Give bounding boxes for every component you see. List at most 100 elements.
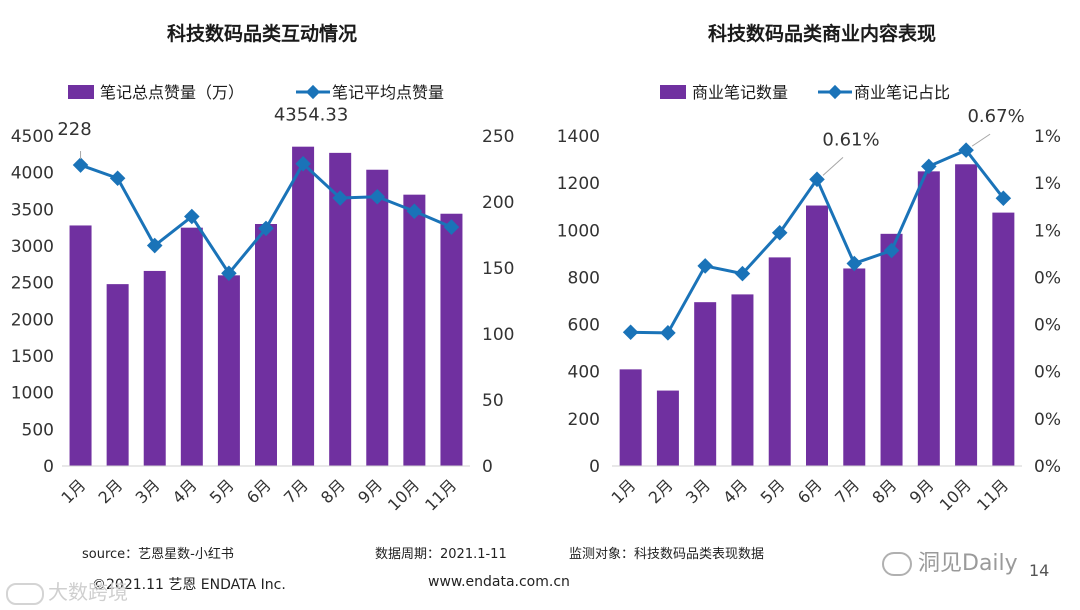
wechat-icon bbox=[882, 552, 912, 576]
left-axis-tick-label: 3000 bbox=[11, 237, 54, 257]
right-axis-tick-label: 0% bbox=[1034, 316, 1061, 336]
source-note: source：艺恩星数-小红书 bbox=[82, 547, 234, 562]
right-axis-tick-label: 250 bbox=[482, 127, 514, 147]
left-axis-tick-label: 2500 bbox=[11, 274, 54, 294]
left-axis-tick-label: 200 bbox=[568, 410, 600, 430]
left-axis-tick-label: 4500 bbox=[11, 127, 54, 147]
line-point bbox=[221, 265, 237, 282]
x-axis-tick-label: 4月 bbox=[169, 475, 201, 507]
legend-line-label: 笔记平均点赞量 bbox=[332, 83, 444, 102]
line-point bbox=[146, 237, 163, 254]
bar bbox=[806, 205, 828, 467]
left-axis-tick-label: 4000 bbox=[11, 164, 54, 184]
x-axis-tick-label: 5月 bbox=[206, 475, 238, 507]
left-axis-tick-label: 0 bbox=[589, 457, 600, 477]
bar bbox=[768, 257, 791, 466]
left-axis-tick-label: 3500 bbox=[11, 200, 54, 220]
bar bbox=[694, 302, 717, 466]
left-axis-tick-label: 1500 bbox=[11, 347, 54, 367]
x-axis-tick-label: 9月 bbox=[354, 475, 386, 507]
website-link: www.endata.com.cn bbox=[428, 574, 570, 590]
left-axis-tick-label: 1000 bbox=[11, 384, 54, 404]
right-axis-tick-label: 1% bbox=[1034, 174, 1061, 194]
right-axis-tick-label: 0 bbox=[482, 457, 493, 477]
right-axis-tick-label: 50 bbox=[482, 391, 504, 411]
watermark-logo-icon bbox=[6, 582, 44, 605]
x-axis-tick-label: 3月 bbox=[682, 475, 714, 507]
line-point bbox=[660, 325, 676, 341]
bar bbox=[843, 268, 866, 466]
legend-bar-swatch bbox=[660, 85, 686, 99]
left-axis-tick-label: 1400 bbox=[557, 127, 600, 147]
right-axis-tick-label: 1% bbox=[1034, 221, 1061, 241]
x-axis-tick-label: 6月 bbox=[794, 475, 826, 507]
line-point bbox=[443, 219, 460, 235]
legend-line-marker-icon bbox=[305, 84, 321, 100]
bar bbox=[880, 233, 903, 466]
bar bbox=[440, 213, 463, 466]
x-axis-tick-label: 1月 bbox=[57, 475, 89, 507]
x-axis-tick-label: 7月 bbox=[831, 475, 863, 507]
x-axis-tick-label: 3月 bbox=[132, 475, 164, 507]
line-point bbox=[369, 188, 386, 205]
line-point bbox=[258, 220, 274, 237]
bar bbox=[329, 152, 352, 466]
line-point bbox=[72, 157, 89, 173]
legend-line-label: 商业笔记占比 bbox=[854, 83, 950, 102]
bar bbox=[619, 369, 642, 466]
data-label: 0.61% bbox=[822, 129, 879, 150]
bar bbox=[656, 390, 679, 466]
period-note: 数据周期：2021.1-11 bbox=[375, 547, 507, 562]
left-axis-tick-label: 600 bbox=[568, 316, 600, 336]
right-axis-tick-label: 0% bbox=[1034, 410, 1061, 430]
line-point bbox=[809, 171, 825, 188]
x-axis-tick-label: 9月 bbox=[906, 475, 938, 507]
right-axis-tick-label: 100 bbox=[482, 325, 514, 345]
bar bbox=[292, 146, 315, 466]
left-axis-tick-label: 1200 bbox=[557, 174, 600, 194]
line-point bbox=[771, 225, 788, 241]
line-point bbox=[295, 155, 311, 172]
data-label: 4354.33 bbox=[274, 105, 348, 126]
line-point bbox=[622, 324, 639, 341]
x-axis-tick-label: 1月 bbox=[608, 475, 640, 507]
line-point bbox=[184, 208, 200, 225]
left-axis-tick-label: 800 bbox=[568, 268, 600, 288]
legend-line-marker-icon bbox=[827, 84, 843, 100]
bar bbox=[106, 284, 129, 466]
data-label: 0.67% bbox=[967, 106, 1024, 127]
x-axis-tick-label: 8月 bbox=[317, 475, 349, 507]
bar bbox=[143, 270, 166, 466]
target-note: 监测对象：科技数码品类表现数据 bbox=[569, 547, 765, 562]
line-point bbox=[921, 158, 937, 175]
x-axis-tick-label: 11月 bbox=[973, 475, 1012, 514]
line-point bbox=[958, 142, 974, 158]
copyright-note: ©2021.11 艺恩 ENDATA Inc. bbox=[92, 577, 286, 593]
x-axis-tick-label: 10月 bbox=[936, 475, 975, 514]
left-axis-tick-label: 0 bbox=[43, 457, 54, 477]
bar bbox=[403, 194, 426, 466]
line-point bbox=[883, 242, 900, 259]
x-axis-tick-label: 4月 bbox=[719, 475, 751, 507]
annotation-leader bbox=[822, 156, 844, 176]
line-point bbox=[697, 258, 713, 274]
right-axis-tick-label: 0% bbox=[1034, 363, 1061, 383]
legend-bar-label: 笔记总点赞量（万） bbox=[100, 83, 244, 102]
left-axis-tick-label: 2000 bbox=[11, 310, 54, 330]
bar bbox=[731, 294, 754, 466]
x-axis-tick-label: 5月 bbox=[757, 475, 789, 507]
right-axis-tick-label: 150 bbox=[482, 259, 514, 279]
x-axis-tick-label: 10月 bbox=[384, 475, 423, 514]
bar bbox=[366, 169, 389, 466]
right-axis-tick-label: 0% bbox=[1034, 268, 1061, 288]
x-axis-tick-label: 8月 bbox=[868, 475, 900, 507]
watermark-right: 洞见Daily bbox=[882, 545, 1018, 577]
legend-bar-swatch bbox=[68, 85, 94, 99]
x-axis-tick-label: 7月 bbox=[280, 475, 312, 507]
right-axis-tick-label: 200 bbox=[482, 193, 514, 213]
left-axis-tick-label: 400 bbox=[568, 363, 600, 383]
line-point bbox=[406, 203, 423, 220]
x-axis-tick-label: 11月 bbox=[421, 475, 460, 514]
right-axis-tick-label: 0% bbox=[1034, 457, 1061, 477]
